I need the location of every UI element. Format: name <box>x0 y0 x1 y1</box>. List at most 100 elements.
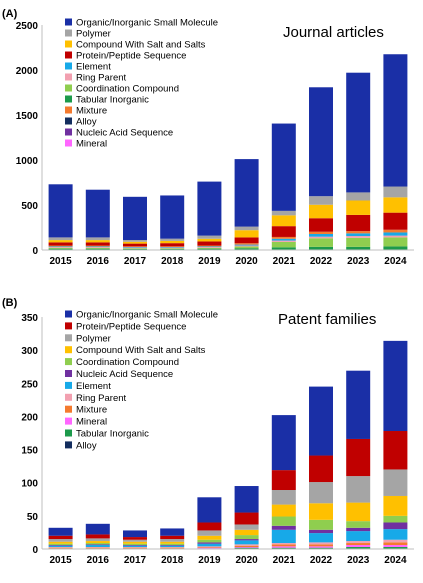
bar-segment-compound-with-salt-and-salts <box>346 502 371 522</box>
legend-label: Element <box>76 381 111 392</box>
bar-segment-polymer <box>85 237 110 241</box>
y-tick-label: 350 <box>21 313 38 324</box>
bar-segment-polymer <box>123 240 147 242</box>
bar-segment-compound-with-salt-and-salts <box>383 197 408 213</box>
bar-segment-ring-parent <box>48 547 73 548</box>
bar-segment-tabular-inorganic <box>271 247 296 250</box>
x-tick-label: 2020 <box>235 555 258 566</box>
legend-label: Mixture <box>76 106 107 117</box>
x-tick-label: 2016 <box>87 555 110 566</box>
bar-segment-mixture <box>85 245 110 247</box>
bar-segment-organic-inorganic-small-molecule <box>85 189 110 238</box>
y-tick-label: 50 <box>27 512 39 523</box>
x-tick-label: 2017 <box>124 256 147 267</box>
x-tick-label: 2016 <box>87 256 110 267</box>
bar-segment-coordination-compound <box>160 543 185 546</box>
bar-segment-organic-inorganic-small-molecule <box>309 87 333 197</box>
bar-segment-element <box>383 232 408 236</box>
bar-segment-mixture <box>123 246 147 248</box>
bar-segment-nucleic-acid-sequence <box>197 542 222 544</box>
bar-segment-protein-peptide-sequence <box>160 243 185 247</box>
bar-segment-ring-parent <box>383 235 408 238</box>
bar-segment-compound-with-salt-and-salts <box>309 204 333 219</box>
bar-segment-tabular-inorganic <box>48 248 73 250</box>
bar-segment-element <box>309 233 333 237</box>
legend-label: Compound With Salt and Salts <box>76 40 206 51</box>
bar-segment-organic-inorganic-small-molecule <box>160 195 185 239</box>
y-tick-label: 0 <box>32 545 38 556</box>
y-tick-label: 1000 <box>16 156 39 167</box>
legend: Organic/Inorganic Small MoleculePolymerC… <box>65 18 218 150</box>
panel-label-b: (B) <box>2 297 18 309</box>
bar-segment-mixture <box>48 245 73 247</box>
bar-segment-polymer <box>197 530 222 536</box>
bar-segment-polymer <box>160 539 185 542</box>
bar-segment-compound-with-salt-and-salts <box>123 541 147 544</box>
bar-segment-mineral <box>271 546 296 548</box>
bar-segment-compound-with-salt-and-salts <box>123 241 147 244</box>
bar-segment-organic-inorganic-small-molecule <box>271 123 296 211</box>
bar-segment-element <box>383 529 408 540</box>
bar-segment-ring-parent <box>197 247 222 248</box>
legend-swatch-tabular-inorganic <box>65 429 72 437</box>
x-tick-label: 2020 <box>235 256 258 267</box>
bar-segment-ring-parent <box>160 547 185 548</box>
bar-segment-compound-with-salt-and-salts <box>85 240 110 243</box>
bar-segment-compound-with-salt-and-salts <box>197 238 222 242</box>
legend-swatch-organic-inorganic-small-molecule <box>65 18 72 26</box>
bar-segment-ring-parent <box>85 547 110 548</box>
legend-label: Mixture <box>76 405 107 416</box>
bar-segment-polymer <box>197 235 222 239</box>
legend-label: Compound With Salt and Salts <box>76 345 206 356</box>
bar-segment-ring-parent <box>346 236 371 238</box>
bar-segment-tabular-inorganic <box>309 547 333 549</box>
bar-segment-mineral <box>309 546 333 548</box>
bar-segment-polymer <box>383 469 408 496</box>
bar-segment-coordination-compound <box>383 237 408 247</box>
bar-segment-compound-with-salt-and-salts <box>346 200 371 215</box>
bar-segment-tabular-inorganic <box>160 248 185 250</box>
y-tick-label: 250 <box>21 379 38 390</box>
bar-segment-protein-peptide-sequence <box>271 470 296 491</box>
bar-segment-coordination-compound <box>123 543 147 546</box>
panel-label-a: (A) <box>2 8 18 20</box>
bar-segment-protein-peptide-sequence <box>383 431 408 470</box>
bar-segment-coordination-compound <box>85 247 110 249</box>
x-tick-label: 2018 <box>161 256 184 267</box>
bar-segment-element <box>123 545 147 548</box>
x-tick-label: 2021 <box>273 555 296 566</box>
y-tick-label: 100 <box>21 479 38 490</box>
y-tick-label: 2500 <box>16 21 39 32</box>
bar-segment-organic-inorganic-small-molecule <box>197 181 222 236</box>
bar-segment-ring-parent <box>383 539 408 543</box>
bar-segment-ring-parent <box>309 236 333 239</box>
legend-label: Polymer <box>76 29 111 40</box>
legend-label: Nucleic Acid Sequence <box>76 128 173 139</box>
legend-label: Ring Parent <box>76 393 127 404</box>
bar-segment-element <box>85 246 110 248</box>
bar-segment-polymer <box>85 538 110 542</box>
legend-swatch-compound-with-salt-and-salts <box>65 40 72 48</box>
legend-swatch-mineral <box>65 139 72 147</box>
bar-segment-compound-with-salt-and-salts <box>48 240 73 243</box>
y-tick-label: 300 <box>21 346 38 357</box>
bar-segment-tabular-inorganic <box>346 547 371 549</box>
x-tick-label: 2024 <box>384 555 407 566</box>
bar-segment-protein-peptide-sequence <box>123 243 147 247</box>
bar-segment-mixture <box>271 236 296 239</box>
bar-segment-nucleic-acid-sequence <box>85 544 110 546</box>
y-tick-label: 200 <box>21 412 38 423</box>
bar-segment-mixture <box>123 547 147 549</box>
bar-segment-polymer <box>234 524 259 530</box>
bar-segment-organic-inorganic-small-molecule <box>234 159 259 227</box>
legend-swatch-mineral <box>65 417 72 425</box>
legend-swatch-nucleic-acid-sequence <box>65 370 72 377</box>
panel-patent-families: (B) Patent families 0 50 100 150 200 250 300 35… <box>2 297 414 566</box>
bar-segment-tabular-inorganic <box>309 246 333 250</box>
bar-segment-coordination-compound <box>309 519 333 530</box>
legend-swatch-element <box>65 62 72 70</box>
bar-segment-ring-parent <box>123 247 147 249</box>
legend-swatch-polymer <box>65 334 72 342</box>
bar-segment-compound-with-salt-and-salts <box>271 504 296 517</box>
bar-segment-tabular-inorganic <box>197 248 222 250</box>
